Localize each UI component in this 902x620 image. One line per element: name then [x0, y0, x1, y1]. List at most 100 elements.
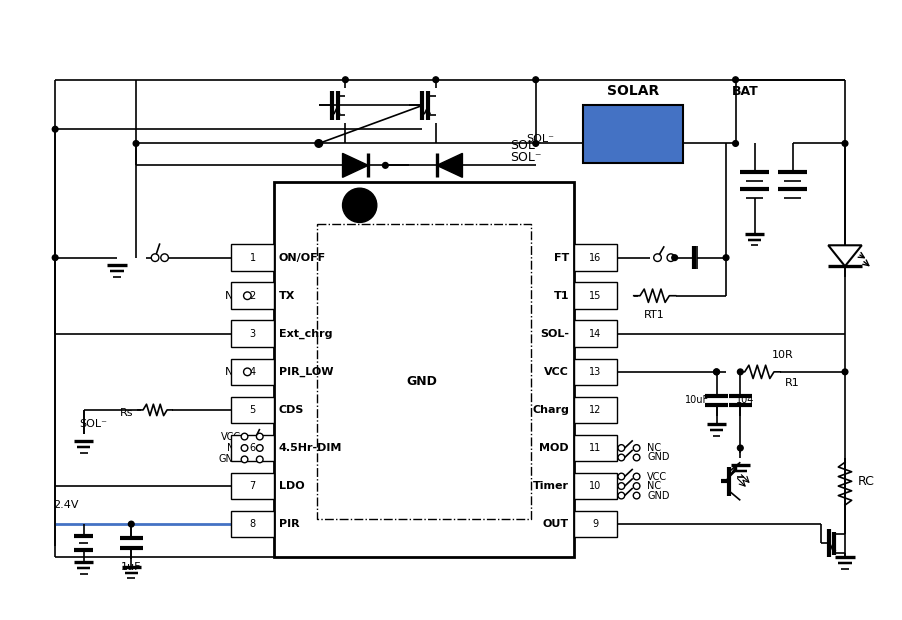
Circle shape [241, 433, 247, 440]
Text: R1: R1 [785, 378, 799, 388]
Text: GND: GND [647, 490, 668, 500]
Text: RT1: RT1 [644, 310, 664, 320]
Circle shape [241, 456, 247, 463]
Polygon shape [827, 246, 861, 266]
Text: Rs: Rs [120, 408, 133, 418]
Text: BAT: BAT [731, 84, 758, 97]
Circle shape [723, 255, 728, 260]
Text: GND: GND [647, 453, 668, 463]
Text: SOLAR: SOLAR [606, 84, 658, 98]
Text: VCC: VCC [220, 432, 241, 441]
Circle shape [52, 126, 58, 132]
Circle shape [632, 454, 640, 461]
Bar [231, 321, 273, 347]
Circle shape [161, 254, 168, 262]
Text: SOL⁻: SOL⁻ [526, 134, 554, 144]
Circle shape [632, 473, 640, 480]
Bar [231, 511, 273, 538]
Circle shape [667, 254, 674, 262]
Bar [231, 282, 273, 309]
Circle shape [671, 255, 676, 260]
Circle shape [52, 255, 58, 260]
Text: VCC: VCC [647, 472, 667, 482]
Bar [573, 282, 616, 309]
Circle shape [133, 141, 139, 146]
Text: 15: 15 [588, 291, 601, 301]
Text: Charg: Charg [531, 405, 568, 415]
Text: 2.4V: 2.4V [53, 500, 78, 510]
Bar [573, 397, 616, 423]
Circle shape [632, 492, 640, 499]
Circle shape [737, 369, 742, 374]
Circle shape [617, 445, 624, 451]
Text: TX: TX [279, 291, 295, 301]
Circle shape [617, 492, 624, 499]
Bar [573, 435, 616, 461]
Text: OUT: OUT [542, 519, 568, 529]
Text: 13: 13 [588, 367, 601, 377]
Bar [583, 105, 683, 162]
Circle shape [617, 473, 624, 480]
Text: NC: NC [647, 443, 660, 453]
Circle shape [241, 445, 247, 451]
Bar [231, 397, 273, 423]
Text: VCC: VCC [544, 367, 568, 377]
Text: 14: 14 [588, 329, 601, 339]
Circle shape [532, 77, 538, 82]
Text: 11: 11 [588, 443, 601, 453]
Text: 12: 12 [588, 405, 601, 415]
Text: RC: RC [856, 475, 873, 488]
Text: SOL-: SOL- [539, 329, 568, 339]
Text: 6: 6 [249, 443, 255, 453]
Text: 9: 9 [592, 519, 598, 529]
Circle shape [732, 141, 738, 146]
Text: 10R: 10R [771, 350, 793, 360]
Text: 2: 2 [249, 291, 255, 301]
Text: NC: NC [226, 443, 241, 453]
Text: 16: 16 [588, 253, 601, 263]
Circle shape [842, 369, 847, 374]
Text: 7: 7 [249, 481, 255, 491]
Text: 1uF: 1uF [121, 562, 142, 572]
Text: 104: 104 [735, 396, 753, 405]
Text: 4: 4 [249, 367, 255, 377]
Text: Ext_chrg: Ext_chrg [279, 329, 332, 339]
Circle shape [256, 456, 262, 463]
Circle shape [842, 141, 847, 146]
Text: 1: 1 [249, 253, 255, 263]
Text: ON/OFF: ON/OFF [279, 253, 326, 263]
Text: GND: GND [406, 375, 437, 388]
Circle shape [244, 292, 251, 299]
Bar [231, 244, 273, 271]
Text: MOD: MOD [538, 443, 568, 453]
Circle shape [342, 188, 376, 223]
Circle shape [732, 77, 738, 82]
Bar [573, 472, 616, 499]
Polygon shape [342, 153, 368, 177]
Text: T1: T1 [553, 291, 568, 301]
Text: LDO: LDO [279, 481, 304, 491]
Circle shape [256, 433, 262, 440]
Bar [231, 358, 273, 385]
Text: Timer: Timer [532, 481, 568, 491]
Text: 5: 5 [249, 405, 255, 415]
Text: SOL⁻: SOL⁻ [510, 151, 541, 164]
Circle shape [632, 445, 640, 451]
Circle shape [617, 483, 624, 489]
Circle shape [128, 521, 134, 527]
Circle shape [432, 77, 438, 82]
Bar [573, 511, 616, 538]
Bar [273, 182, 573, 557]
Text: 10: 10 [588, 481, 601, 491]
Circle shape [152, 254, 159, 262]
Polygon shape [437, 153, 462, 177]
Text: NC: NC [225, 291, 241, 301]
Text: 10uF: 10uF [685, 396, 709, 405]
Text: FT: FT [553, 253, 568, 263]
Text: GND: GND [218, 454, 241, 464]
Text: 3: 3 [249, 329, 255, 339]
Polygon shape [726, 466, 736, 479]
Text: 4.5Hr-DIM: 4.5Hr-DIM [279, 443, 342, 453]
Circle shape [713, 369, 719, 374]
Circle shape [737, 445, 742, 451]
